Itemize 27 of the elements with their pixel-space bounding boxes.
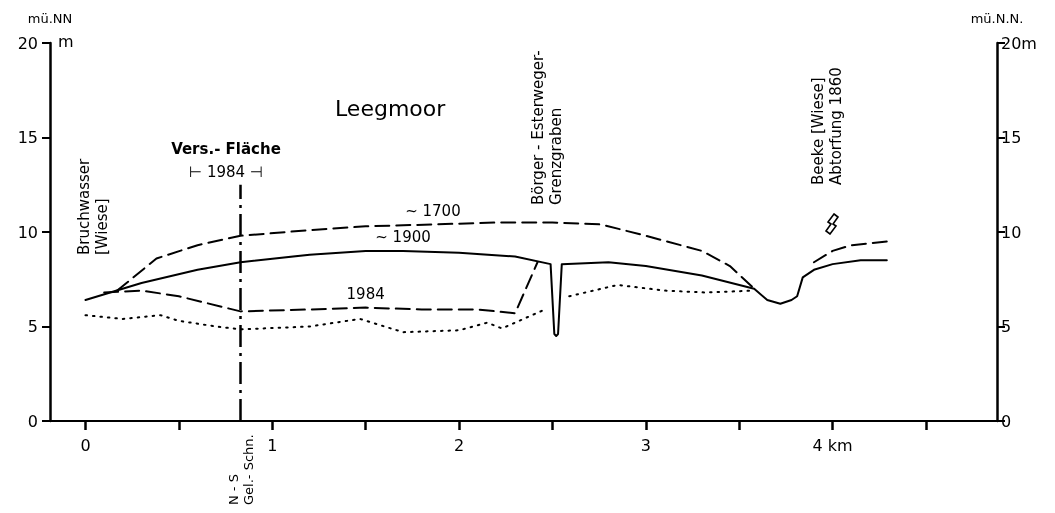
y2-axis-title: mü.N.N. — [970, 11, 1024, 26]
y2-tick-label: 10 — [1001, 222, 1022, 242]
annotation: m — [58, 31, 74, 51]
series-label: ~ 1700 — [405, 201, 461, 220]
y-tick-label: 5 — [27, 317, 38, 336]
y2-tick-label: 5 — [1001, 317, 1012, 336]
annotation: Beeke [Wiese] Abtorfung 1860 — [809, 67, 845, 185]
x-tick-label: 1 — [267, 435, 278, 455]
x-tick-label: 2 — [453, 435, 465, 455]
ref-line-label: N - S Gel.- Schn. — [225, 434, 256, 505]
annotation: Bruchwasser [Wiese] — [75, 157, 111, 255]
annotation: Vers.- Fläche — [171, 140, 281, 158]
x-tick-label: 3 — [640, 435, 651, 455]
series-label: 1984 — [346, 285, 385, 304]
x-tick-label: 4 km — [812, 435, 853, 455]
y-tick-label: 0 — [27, 411, 38, 431]
text: Leegmoor — [335, 95, 447, 121]
series-label: ~ 1900 — [375, 228, 431, 247]
annotation: Börger - Esterweger- Grenzgraben — [529, 50, 565, 205]
y2-tick-label: 15 — [1001, 128, 1022, 147]
y-tick-label: 10 — [17, 222, 38, 242]
y-axis-title: mü.NN — [27, 11, 73, 26]
y-tick-label: 15 — [17, 128, 38, 147]
y-tick-label: 20 — [17, 33, 38, 53]
y2-tick-label: 20m — [1001, 33, 1037, 53]
annotation: ⊢ 1984 ⊣ — [189, 163, 263, 181]
x-tick-label: 0 — [80, 435, 91, 455]
